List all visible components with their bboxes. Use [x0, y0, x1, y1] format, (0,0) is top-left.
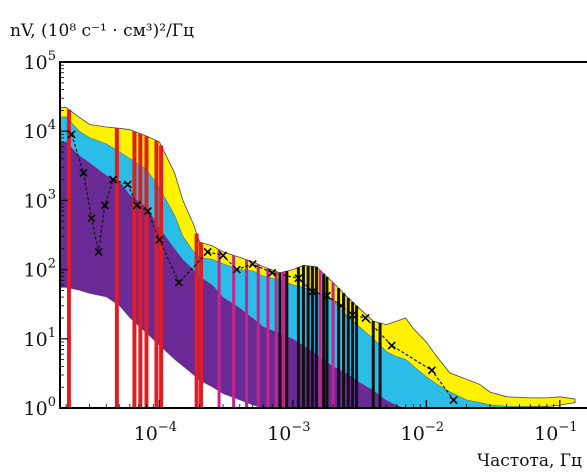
- series-point-3: [94, 247, 103, 257]
- series-point-13: [232, 265, 241, 274]
- series-point-12: [219, 251, 228, 260]
- series-point-9: [155, 235, 164, 244]
- series-point-10: [174, 278, 183, 287]
- series-point-0: [67, 130, 76, 139]
- plot-area: [60, 107, 576, 408]
- series-point-24: [449, 396, 458, 405]
- series-point-17: [308, 287, 317, 296]
- series-point-14: [248, 260, 257, 269]
- y-tick-label-1: 101: [24, 326, 56, 351]
- y-tick-label-3: 103: [24, 187, 56, 212]
- y-tick-label-4: 104: [24, 118, 56, 143]
- x-tick-label-2: 10−2: [401, 420, 444, 445]
- series-point-11: [203, 247, 212, 257]
- series-point-22: [387, 341, 396, 350]
- series-point-21: [361, 313, 370, 323]
- series-point-19: [337, 301, 346, 310]
- series-point-7: [132, 201, 142, 210]
- series-point-20: [348, 311, 357, 320]
- series-point-15: [268, 268, 277, 277]
- x-tick-label-0: 10−4: [134, 420, 177, 445]
- y-tick-label-2: 102: [24, 257, 56, 282]
- plot-frame: [59, 61, 587, 409]
- series-point-18: [322, 291, 332, 300]
- series-point-4: [100, 201, 109, 210]
- series-point-23: [427, 366, 436, 375]
- axis-ticks: 100 101 102 103 104 105 10−4 10−3 10−2 10−1: [24, 49, 578, 445]
- y-tick-label-5: 105: [24, 49, 56, 74]
- series-point-8: [143, 207, 152, 216]
- x-tick-label-3: 10−1: [534, 420, 577, 445]
- series-point-6: [123, 180, 132, 189]
- y-axis-label: nV, (10⁸ с⁻¹ · см³)²/Гц: [10, 21, 194, 41]
- y-tick-label-0: 100: [24, 395, 56, 420]
- x-tick-label-1: 10−3: [267, 420, 310, 445]
- x-axis-label: Частота, Гц: [477, 451, 582, 471]
- series-point-5: [109, 175, 118, 184]
- band-cyan: [60, 117, 531, 408]
- series-point-2: [87, 214, 96, 223]
- series-point-1: [79, 168, 88, 177]
- series-point-16: [294, 274, 303, 283]
